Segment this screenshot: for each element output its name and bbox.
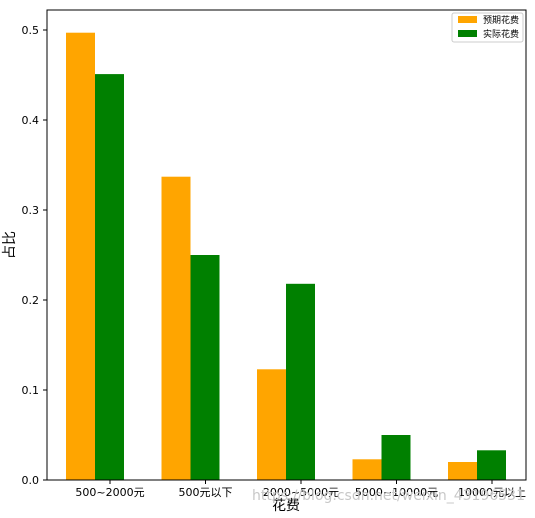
bar-expected-2 [257, 369, 286, 480]
bar-actual-4 [477, 450, 506, 480]
bar-actual-3 [381, 435, 411, 480]
bar-expected-3 [352, 459, 382, 480]
y-axis-title: 占比 [2, 231, 18, 259]
plot-frame [46, 9, 527, 481]
legend-swatch-expected [458, 16, 477, 23]
bar-actual-0 [95, 74, 124, 480]
y-tick-label: 0.5 [22, 24, 40, 37]
y-axis: 0.0 0.1 0.2 0.3 0.4 0.5 [22, 24, 47, 487]
y-tick-label: 0.1 [22, 384, 40, 397]
legend: 预期花费 实际花费 [451, 12, 524, 43]
bar-expected-4 [448, 462, 477, 480]
bar-expected-0 [66, 32, 95, 480]
legend-label-actual: 实际花费 [483, 28, 519, 40]
x-tick-label: 10000元以上 [458, 486, 526, 499]
watermark-text: https://blog.csdn.net/weixin_43196531 [252, 488, 525, 504]
y-tick-label: 0.3 [22, 204, 40, 217]
x-axis-title: 花费 [272, 498, 300, 514]
x-axis: 500~2000元 500元以下 2000~5000元 5000~10000元 1000… [75, 480, 526, 499]
bar-actual-2 [286, 283, 315, 480]
y-tick-label: 0.2 [22, 294, 40, 307]
bar-actual-1 [190, 255, 220, 480]
x-tick-label: 2000~5000元 [263, 486, 339, 499]
y-tick-label: 0.4 [22, 114, 40, 127]
bar-expected-1 [161, 176, 191, 480]
y-tick-label: 0.0 [22, 474, 40, 487]
x-tick-label: 5000~10000元 [355, 486, 438, 499]
legend-label-expected: 预期花费 [483, 14, 519, 26]
bars-layer [66, 32, 506, 480]
x-tick-label: 500元以下 [179, 486, 233, 499]
x-tick-label: 500~2000元 [75, 486, 144, 499]
legend-swatch-actual [458, 30, 477, 37]
